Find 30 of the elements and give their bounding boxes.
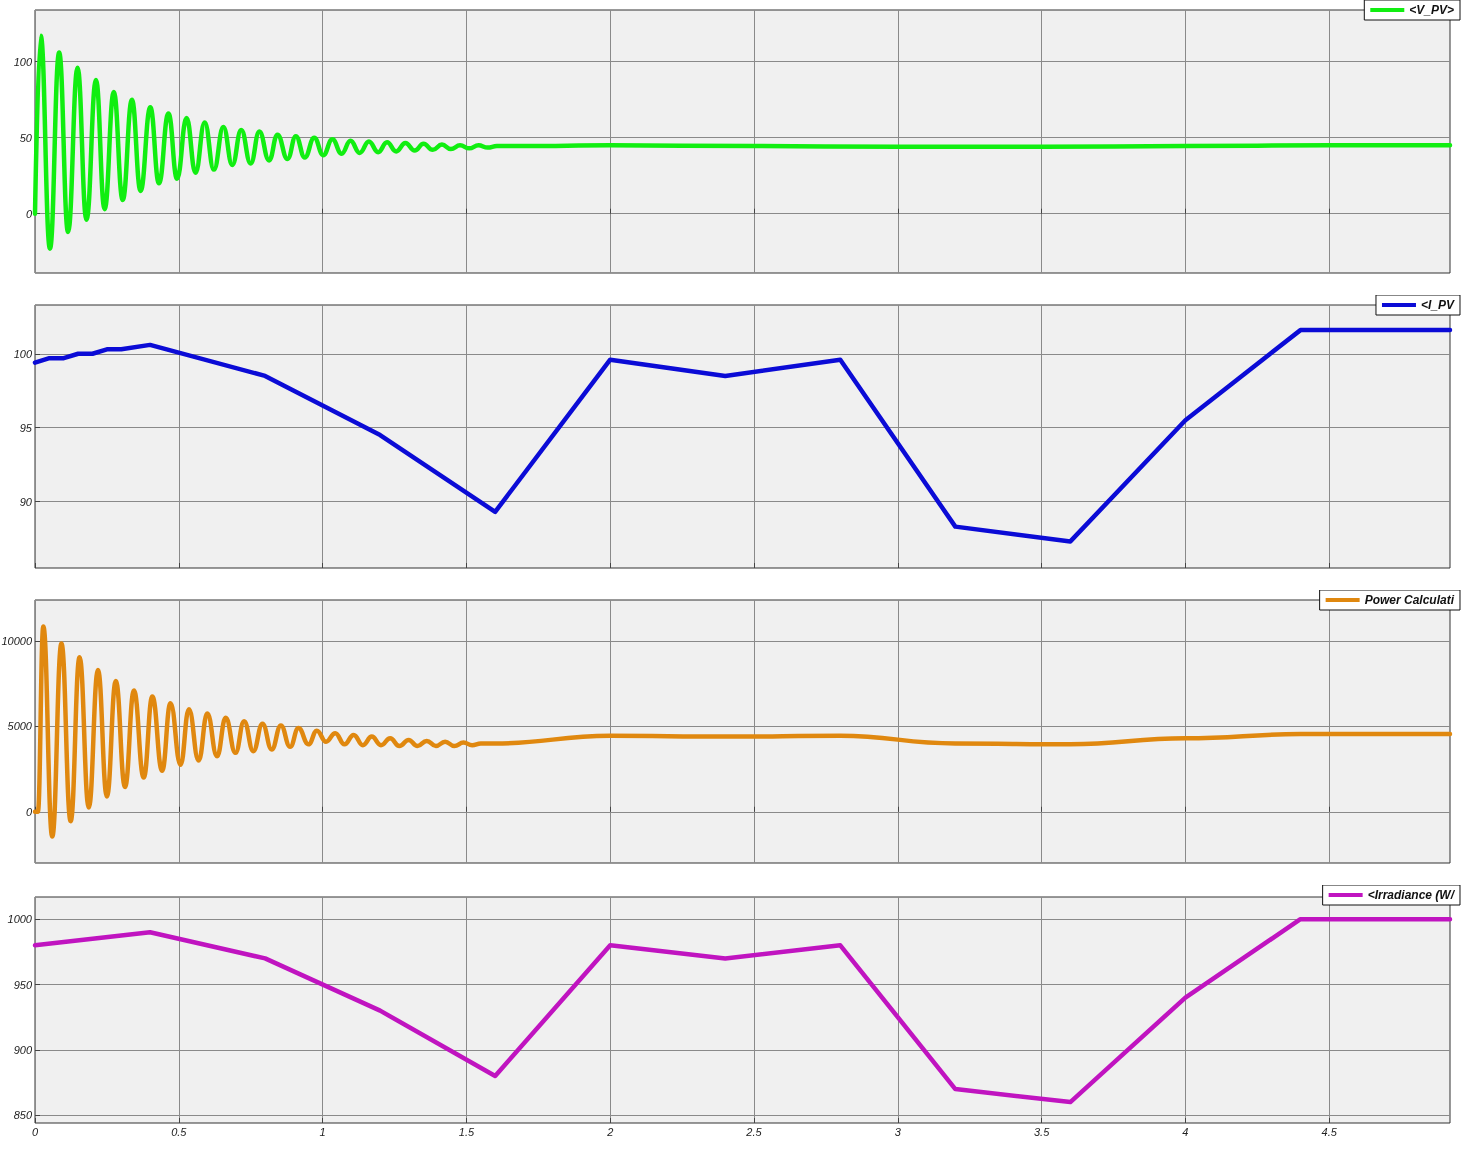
y-tick-label: 10000 [1, 634, 33, 647]
x-tick-label: 2 [606, 1125, 614, 1138]
x-tick-label: 4 [1182, 1125, 1189, 1138]
y-tick-label: 100 [13, 347, 33, 360]
y-tick-label: 950 [13, 978, 33, 991]
x-tick-label: 2.5 [745, 1125, 763, 1138]
y-tick-label: 900 [13, 1043, 33, 1056]
line-series [32, 624, 1453, 839]
x-tick-label: 4.5 [1321, 1125, 1338, 1138]
x-tick-label: 1.5 [458, 1125, 475, 1138]
line-series [32, 33, 1453, 251]
x-tick-label: 3 [894, 1125, 902, 1138]
y-tick-label: 90 [19, 495, 33, 508]
y-tick-label: 50 [19, 131, 33, 144]
y-tick-label: 0 [25, 207, 33, 220]
y-tick-label: 95 [19, 421, 33, 434]
legend-label: Power Calculati [1364, 593, 1455, 607]
y-tick-label: 1000 [7, 913, 33, 926]
legend-label: <Irradiance (W/ [1367, 888, 1456, 902]
x-tick-label: 3.5 [1033, 1125, 1051, 1138]
line-series [32, 327, 1453, 544]
x-tick-label: 0.5 [171, 1125, 188, 1138]
y-tick-label: 100 [13, 55, 33, 68]
y-tick-label: 850 [13, 1109, 33, 1122]
y-tick-label: 0 [25, 805, 33, 818]
x-tick-label: 1 [319, 1125, 326, 1138]
y-tick-label: 5000 [7, 720, 33, 733]
legend-label: <I_PV [1420, 298, 1455, 312]
legend-label: <V_PV> [1409, 3, 1454, 17]
line-series [32, 916, 1453, 1105]
